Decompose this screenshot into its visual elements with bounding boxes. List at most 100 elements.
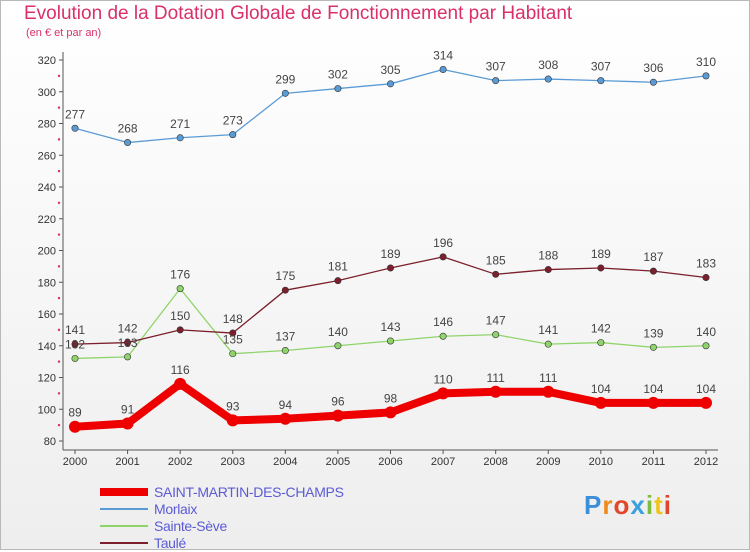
y-tick-label: 180 — [38, 277, 56, 289]
logo-letter: r — [602, 490, 614, 520]
legend-label: Sainte-Sève — [154, 518, 227, 534]
data-label: 142 — [118, 322, 138, 336]
data-label: 148 — [223, 312, 243, 326]
data-point — [700, 396, 712, 409]
data-label: 135 — [223, 333, 243, 347]
x-tick-label: 2005 — [326, 456, 350, 468]
x-tick-label: 2004 — [273, 456, 297, 468]
chart-subtitle: (en € et par an) — [26, 27, 102, 39]
data-label: 146 — [433, 315, 453, 329]
data-point — [334, 342, 342, 350]
logo-letter: o — [613, 490, 631, 520]
data-label: 111 — [539, 371, 558, 385]
data-point — [647, 396, 660, 409]
data-point — [71, 340, 79, 348]
x-tick-label: 2006 — [378, 456, 402, 468]
y-minor-tick — [57, 296, 61, 300]
data-labels-layer: 277 268 271 273 299 302 305 314 307 308 307 306 310 1… — [65, 49, 716, 420]
data-label: 94 — [279, 398, 293, 412]
data-point — [702, 273, 710, 281]
x-tick-label: 2009 — [536, 456, 560, 468]
data-point — [71, 354, 79, 362]
logo-letter: i — [663, 490, 672, 520]
data-point — [121, 417, 134, 430]
y-minor-tick — [57, 201, 61, 205]
data-label: 111 — [487, 371, 506, 385]
data-label: 141 — [65, 323, 85, 337]
data-point — [439, 332, 447, 340]
x-tick-label: 2007 — [431, 456, 455, 468]
x-tick-label: 2012 — [694, 456, 718, 468]
logo-letter: x — [630, 490, 646, 520]
data-label: 307 — [591, 60, 611, 74]
data-point — [597, 264, 605, 272]
data-point — [489, 385, 502, 398]
data-label: 189 — [591, 247, 611, 261]
y-minor-tick — [57, 138, 61, 141]
logo-letter: t — [654, 490, 664, 520]
data-label: 104 — [591, 382, 611, 396]
y-tick-label: 80 — [44, 436, 56, 448]
data-point — [386, 264, 394, 272]
data-point — [492, 77, 500, 85]
x-tick-label: 2010 — [589, 456, 613, 468]
y-tick-label: 140 — [38, 341, 56, 353]
proxiti-logo: Proxiti — [584, 490, 672, 521]
data-label: 273 — [223, 114, 243, 128]
y-tick-label: 260 — [38, 150, 56, 162]
data-point — [281, 286, 289, 294]
data-point — [386, 337, 394, 345]
data-point — [492, 331, 500, 339]
data-point — [439, 66, 447, 74]
x-tick-label: 2000 — [63, 456, 87, 468]
data-point — [331, 409, 344, 422]
data-point — [702, 72, 710, 80]
y-tick-label: 280 — [38, 119, 56, 131]
data-label: 143 — [380, 320, 400, 334]
data-point — [279, 412, 292, 425]
data-point — [544, 340, 552, 348]
data-point — [649, 267, 657, 275]
data-point — [281, 347, 289, 355]
data-label: 98 — [384, 391, 398, 405]
data-label: 302 — [328, 68, 348, 82]
data-point — [597, 77, 605, 85]
data-label: 196 — [433, 236, 453, 250]
y-minor-tick — [57, 265, 61, 268]
y-minor-tick — [57, 233, 61, 236]
data-point — [334, 85, 342, 93]
chart-axes: 80 100 120 140 160 180 200 220 240 260 280 300 320 20… — [38, 52, 718, 468]
data-label: 189 — [380, 247, 400, 261]
data-label: 141 — [538, 323, 558, 337]
data-label: 93 — [226, 399, 240, 413]
x-tick-label: 2011 — [642, 456, 666, 468]
y-minor-tick — [57, 74, 61, 78]
x-tick-label: 2001 — [115, 456, 139, 468]
chart-title: Evolution de la Dotation Globale de Fonc… — [24, 3, 573, 24]
data-point — [649, 78, 657, 86]
data-point — [229, 350, 237, 358]
legend-label: SAINT-MARTIN-DES-CHAMPS — [154, 484, 344, 500]
legend-swatch — [100, 488, 148, 496]
y-minor-tick — [57, 328, 61, 332]
data-point — [334, 277, 342, 285]
data-label: 307 — [486, 60, 506, 74]
data-label: 308 — [538, 58, 558, 72]
y-minor-tick — [57, 360, 61, 363]
data-label: 110 — [434, 372, 453, 386]
data-label: 91 — [121, 403, 135, 417]
data-point — [384, 406, 397, 419]
data-point — [492, 270, 500, 278]
x-tick-label: 2008 — [483, 456, 507, 468]
data-label: 181 — [328, 260, 348, 274]
y-tick-label: 240 — [38, 182, 56, 194]
data-label: 142 — [591, 322, 611, 336]
x-tick-label: 2002 — [168, 456, 192, 468]
data-label: 89 — [68, 406, 82, 420]
data-label: 271 — [170, 117, 190, 131]
data-point — [226, 414, 239, 427]
legend-swatch — [100, 542, 148, 544]
data-label: 96 — [331, 395, 345, 409]
